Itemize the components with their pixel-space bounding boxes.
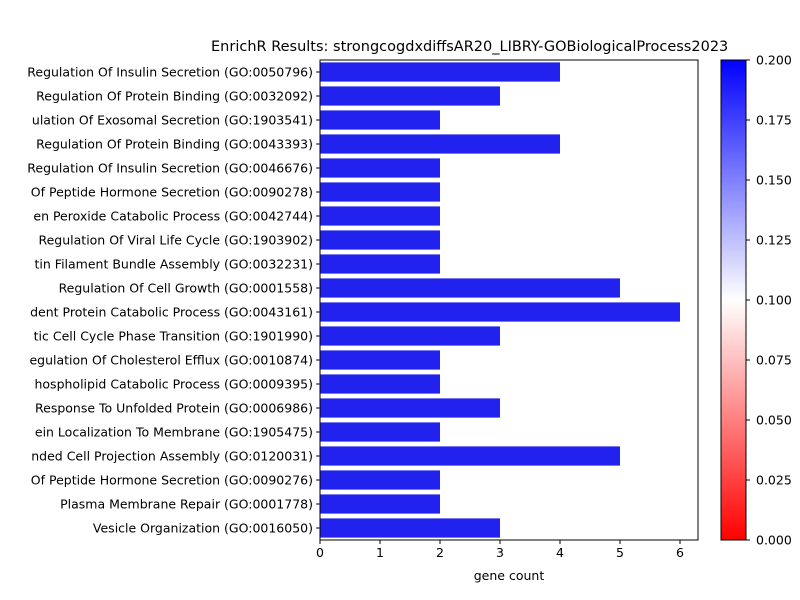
bar: [320, 182, 440, 202]
colorbar-ticks: 0.000 0.025 0.050 0.075 0.100 0.125 0.150 0.175…: [746, 53, 792, 548]
y-tick-label: Regulation Of Protein Binding (GO:004339…: [36, 137, 313, 152]
y-tick-label: hospholipid Catabolic Process (GO:000939…: [34, 377, 313, 392]
x-tick-label: 2: [436, 545, 444, 560]
y-tick-label: tic Cell Cycle Phase Transition (GO:1901…: [34, 329, 313, 344]
y-tick-label: ein Localization To Membrane (GO:1905475…: [35, 425, 313, 440]
y-tick-label: Of Peptide Hormone Secretion (GO:0090278…: [31, 185, 313, 200]
colorbar-tick-label: 0.000: [756, 533, 792, 548]
y-tick-label: Regulation Of Insulin Secretion (GO:0046…: [27, 161, 313, 176]
bar: [320, 302, 680, 322]
bar: [320, 110, 440, 130]
colorbar-tick-label: 0.100: [756, 293, 792, 308]
colorbar-tick-label: 0.075: [756, 353, 792, 368]
x-tick-label: 5: [616, 545, 624, 560]
bar: [320, 422, 440, 442]
bar: [320, 134, 560, 154]
y-tick-label: en Peroxide Catabolic Process (GO:004274…: [33, 209, 313, 224]
y-tick-label: Vesicle Organization (GO:0016050): [93, 521, 313, 536]
y-tick-label: ulation Of Exosomal Secretion (GO:190354…: [32, 113, 313, 128]
bar: [320, 278, 620, 298]
bar: [320, 374, 440, 394]
colorbar-tick-label: 0.175: [756, 113, 792, 128]
bar: [320, 158, 440, 178]
colorbar-tick-label: 0.050: [756, 413, 792, 428]
colorbar-tick-label: 0.025: [756, 473, 792, 488]
category-labels: Regulation Of Insulin Secretion (GO:0050…: [27, 65, 320, 536]
bar: [320, 494, 440, 514]
chart-title: EnrichR Results: strongcogdxdiffsAR20_LI…: [211, 39, 728, 55]
bar: [320, 62, 560, 82]
bar: [320, 350, 440, 370]
x-tick-label: 4: [556, 545, 564, 560]
bar-group: [320, 62, 680, 538]
bar: [320, 206, 440, 226]
bar: [320, 326, 500, 346]
y-tick-label: Regulation Of Protein Binding (GO:003209…: [36, 89, 313, 104]
colorbar: [720, 59, 747, 541]
bar: [320, 398, 500, 418]
y-tick-label: Of Peptide Hormone Secretion (GO:0090276…: [31, 473, 313, 488]
y-tick-label: Response To Unfolded Protein (GO:0006986…: [35, 401, 313, 416]
bar: [320, 230, 440, 250]
x-axis-label: gene count: [474, 568, 545, 583]
bar: [320, 470, 440, 490]
x-tick-label: 6: [676, 545, 684, 560]
y-tick-label: egulation Of Cholesterol Efflux (GO:0010…: [29, 353, 313, 368]
plot-frame: [319, 59, 699, 541]
y-tick-label: dent Protein Catabolic Process (GO:00431…: [30, 305, 313, 320]
x-tick-label: 3: [496, 545, 504, 560]
colorbar-tick-label: 0.150: [756, 173, 792, 188]
bar: [320, 446, 620, 466]
bar: [320, 86, 500, 106]
x-tick-label: 1: [376, 545, 384, 560]
colorbar-tick-label: 0.200: [756, 53, 792, 68]
y-tick-label: tin Filament Bundle Assembly (GO:0032231…: [35, 257, 313, 272]
y-tick-label: Regulation Of Cell Growth (GO:0001558): [59, 281, 313, 296]
y-tick-label: Regulation Of Insulin Secretion (GO:0050…: [27, 65, 313, 80]
bar: [320, 518, 500, 538]
x-axis-ticks: 0 1 2 3 4 5 6: [316, 540, 684, 560]
x-tick-label: 0: [316, 545, 324, 560]
bar: [320, 254, 440, 274]
colorbar-tick-label: 0.125: [756, 233, 792, 248]
y-tick-label: nded Cell Projection Assembly (GO:012003…: [31, 449, 313, 464]
y-tick-label: Regulation Of Viral Life Cycle (GO:19039…: [38, 233, 313, 248]
y-tick-label: Plasma Membrane Repair (GO:0001778): [60, 497, 313, 512]
